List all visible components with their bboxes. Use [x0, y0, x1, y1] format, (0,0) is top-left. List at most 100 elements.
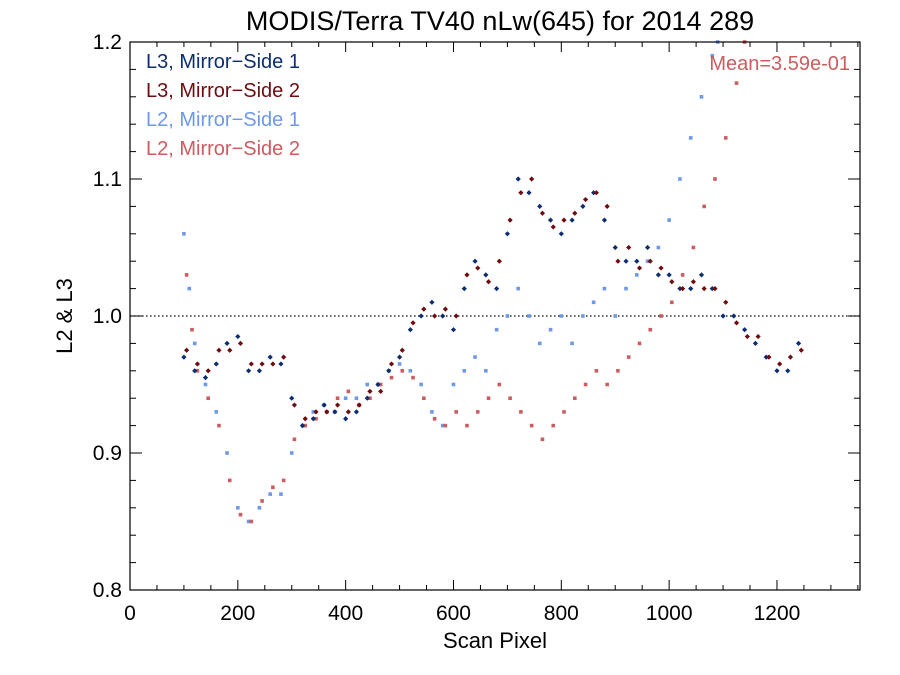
data-point [616, 369, 620, 373]
data-point [389, 375, 394, 380]
data-point [497, 382, 502, 387]
data-point [217, 423, 221, 428]
data-point [582, 196, 589, 203]
data-point [723, 299, 729, 305]
data-point [712, 286, 718, 292]
data-point [353, 409, 360, 415]
data-point [450, 327, 457, 333]
data-point [343, 396, 348, 400]
data-point [666, 272, 672, 278]
data-point [645, 259, 650, 263]
data-point [375, 381, 381, 388]
data-point [591, 300, 596, 305]
legend-entry: L2, Mirror−Side 2 [146, 138, 300, 160]
y-tick-label: 1.0 [93, 305, 122, 328]
data-point [303, 423, 308, 428]
data-point [203, 382, 208, 387]
legend: L3, Mirror−Side 1 L3, Mirror−Side 2 L2, Mi… [146, 51, 300, 160]
data-point [386, 368, 392, 374]
x-tick-label: 1000 [646, 602, 693, 625]
data-point [246, 519, 251, 524]
data-point [311, 410, 316, 414]
data-point [408, 369, 413, 373]
data-point [539, 210, 546, 216]
data-point [195, 369, 200, 373]
data-point [465, 423, 469, 428]
data-point [548, 327, 553, 332]
data-point [655, 272, 661, 278]
data-point [698, 272, 705, 278]
data-point [527, 314, 531, 318]
data-point [624, 286, 628, 291]
data-point [419, 382, 423, 387]
data-point [270, 361, 276, 367]
data-point [367, 388, 373, 394]
data-point [551, 423, 556, 428]
data-point [334, 402, 341, 408]
x-tick-label: 400 [328, 602, 363, 625]
data-point [516, 286, 520, 291]
data-point [591, 190, 597, 196]
data-point [257, 506, 262, 510]
data-point [475, 265, 481, 271]
data-point [236, 506, 240, 510]
data-point [259, 361, 265, 367]
data-point [184, 273, 189, 277]
data-point [461, 286, 467, 292]
data-point [678, 177, 682, 181]
y-tick-label: 0.8 [93, 579, 122, 602]
data-point [227, 478, 232, 483]
data-point [225, 451, 229, 455]
data-point [432, 313, 438, 319]
data-point [260, 499, 264, 503]
data-point [561, 217, 567, 223]
data-point [550, 224, 556, 230]
data-point [268, 492, 272, 496]
data-point [271, 485, 275, 490]
data-point [410, 320, 416, 326]
data-point [701, 286, 707, 292]
data-point [429, 299, 435, 305]
data-point [670, 300, 674, 305]
data-point [774, 368, 780, 374]
data-point [248, 361, 254, 367]
data-point [411, 375, 415, 380]
data-point [484, 369, 488, 373]
data-point [321, 402, 327, 408]
data-point [289, 451, 294, 455]
data-point [443, 423, 448, 428]
data-point [332, 409, 338, 415]
data-point [267, 354, 273, 360]
data-point [418, 313, 424, 319]
data-point [680, 286, 686, 292]
x-tick-label: 600 [436, 602, 471, 625]
x-tick-label: 0 [124, 602, 136, 625]
data-point [281, 354, 287, 360]
data-point [292, 437, 297, 442]
data-point [313, 409, 319, 415]
data-point [343, 416, 349, 422]
data-point [723, 136, 728, 140]
data-point [206, 396, 210, 400]
data-point [440, 313, 446, 319]
data-point [540, 437, 545, 442]
data-point [519, 410, 523, 414]
data-point [734, 81, 739, 85]
data-point [246, 368, 252, 374]
data-point [388, 361, 395, 367]
data-point [572, 396, 577, 400]
data-point [690, 279, 697, 285]
data-point [526, 190, 532, 196]
data-point [713, 177, 717, 181]
data-point [709, 286, 715, 292]
data-points-layer [181, 40, 804, 524]
data-point [669, 279, 675, 285]
data-point [658, 265, 664, 271]
data-point [442, 306, 448, 312]
x-tick-label: 800 [544, 602, 579, 625]
y-tick-label: 1.2 [93, 31, 122, 54]
data-point [752, 340, 759, 346]
data-point [529, 423, 534, 428]
data-point [785, 368, 791, 374]
data-point [593, 190, 599, 196]
